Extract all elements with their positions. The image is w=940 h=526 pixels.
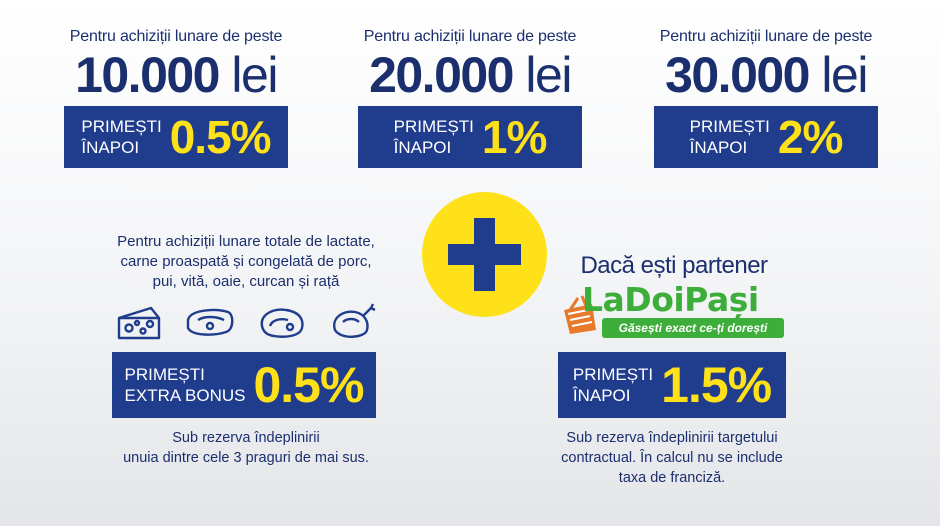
bonus-note-line-2: unuia dintre cele 3 praguri de mai sus. bbox=[123, 450, 369, 466]
bonus-note-line-1: Sub rezerva îndeplinirii bbox=[172, 430, 320, 446]
partner-note: Sub rezerva îndeplinirii targetului cont… bbox=[548, 428, 796, 488]
product-icons bbox=[113, 300, 379, 344]
tier-pre-text: Pentru achiziții lunare de peste bbox=[659, 28, 873, 45]
tier-amount-unit: lei bbox=[231, 47, 278, 103]
cashback-label: PRIMEȘTI ÎNAPOI bbox=[690, 116, 770, 158]
bonus-desc-line-2: carne proaspată și congelată de porc, bbox=[120, 253, 372, 270]
partner-note-line-3: taxa de franciză. bbox=[618, 470, 726, 486]
cashback-percent: 0.5% bbox=[169, 111, 272, 163]
label-line-1: PRIMEȘTI bbox=[689, 117, 770, 136]
label-line-1: PRIMEȘTI bbox=[124, 365, 205, 384]
label-line-1: PRIMEȘTI bbox=[393, 117, 474, 136]
plus-badge bbox=[422, 192, 547, 317]
label-line-2: ÎNAPOI bbox=[81, 138, 140, 157]
cheese-icon bbox=[113, 300, 165, 344]
cashback-label: PRIMEȘTI ÎNAPOI bbox=[394, 116, 474, 158]
bonus-description: Pentru achiziții lunare totale de lactat… bbox=[96, 232, 396, 292]
cashback-box: PRIMEȘTI ÎNAPOI 0.5% bbox=[64, 106, 288, 168]
tier-amount-value: 30.000 bbox=[665, 47, 810, 103]
pork-chop-icon bbox=[184, 300, 236, 344]
chicken-icon bbox=[327, 300, 379, 344]
extra-bonus-label: PRIMEȘTI EXTRA BONUS bbox=[125, 364, 246, 406]
steak-icon bbox=[256, 300, 308, 344]
label-line-2: EXTRA BONUS bbox=[124, 386, 246, 405]
tier-amount: 10.000 lei bbox=[60, 48, 292, 102]
tier-amount-unit: lei bbox=[821, 47, 868, 103]
bonus-note: Sub rezerva îndeplinirii unuia dintre ce… bbox=[96, 428, 396, 468]
logo-word: LaDoiPași bbox=[582, 280, 759, 319]
tier-amount: 30.000 lei bbox=[650, 48, 882, 102]
label-line-1: PRIMEȘTI bbox=[81, 117, 162, 136]
logo-tagline: Găsești exact ce-ți dorești bbox=[602, 318, 784, 338]
tier-amount-unit: lei bbox=[525, 47, 572, 103]
ladoipasi-logo: LaDoiPași Găsești exact ce-ți dorești bbox=[558, 280, 788, 340]
extra-bonus-box: PRIMEȘTI EXTRA BONUS 0.5% bbox=[112, 352, 376, 418]
cashback-percent: 2% bbox=[777, 111, 843, 163]
partner-note-line-2: contractual. În calcul nu se include bbox=[561, 450, 783, 466]
cashback-label: PRIMEȘTI ÎNAPOI bbox=[81, 116, 161, 158]
cashback-box: PRIMEȘTI ÎNAPOI 1% bbox=[358, 106, 582, 168]
tier-20000: Pentru achiziții lunare de peste 20.000 … bbox=[354, 28, 586, 168]
tier-amount-value: 20.000 bbox=[369, 47, 514, 103]
label-line-2: ÎNAPOI bbox=[572, 386, 631, 405]
partner-cashback-box: PRIMEȘTI ÎNAPOI 1.5% bbox=[558, 352, 786, 418]
tier-pre-text: Pentru achiziții lunare de peste bbox=[69, 28, 283, 45]
plus-icon bbox=[448, 218, 521, 291]
tier-amount-value: 10.000 bbox=[75, 47, 220, 103]
tier-30000: Pentru achiziții lunare de peste 30.000 … bbox=[650, 28, 882, 168]
tier-pre-text: Pentru achiziții lunare de peste bbox=[363, 28, 577, 45]
partner-title: Dacă ești partener bbox=[580, 252, 768, 279]
shopping-basket-icon bbox=[564, 295, 596, 334]
bonus-desc-line-3: pui, vită, oaie, curcan și rață bbox=[152, 273, 340, 290]
partner-cashback-label: PRIMEȘTI ÎNAPOI bbox=[573, 364, 653, 406]
label-line-2: ÎNAPOI bbox=[393, 138, 452, 157]
tier-amount: 20.000 lei bbox=[354, 48, 586, 102]
label-line-1: PRIMEȘTI bbox=[572, 365, 654, 384]
partner-cashback-percent: 1.5% bbox=[661, 357, 772, 413]
label-line-2: ÎNAPOI bbox=[689, 138, 748, 157]
tier-10000: Pentru achiziții lunare de peste 10.000 … bbox=[60, 28, 292, 168]
extra-bonus-section: Pentru achiziții lunare totale de lactat… bbox=[96, 232, 396, 344]
cashback-percent: 1% bbox=[481, 111, 547, 163]
partner-note-line-1: Sub rezerva îndeplinirii targetului bbox=[566, 430, 778, 446]
cashback-box: PRIMEȘTI ÎNAPOI 2% bbox=[654, 106, 878, 168]
extra-bonus-percent: 0.5% bbox=[253, 357, 364, 413]
bonus-desc-line-1: Pentru achiziții lunare totale de lactat… bbox=[117, 233, 375, 250]
